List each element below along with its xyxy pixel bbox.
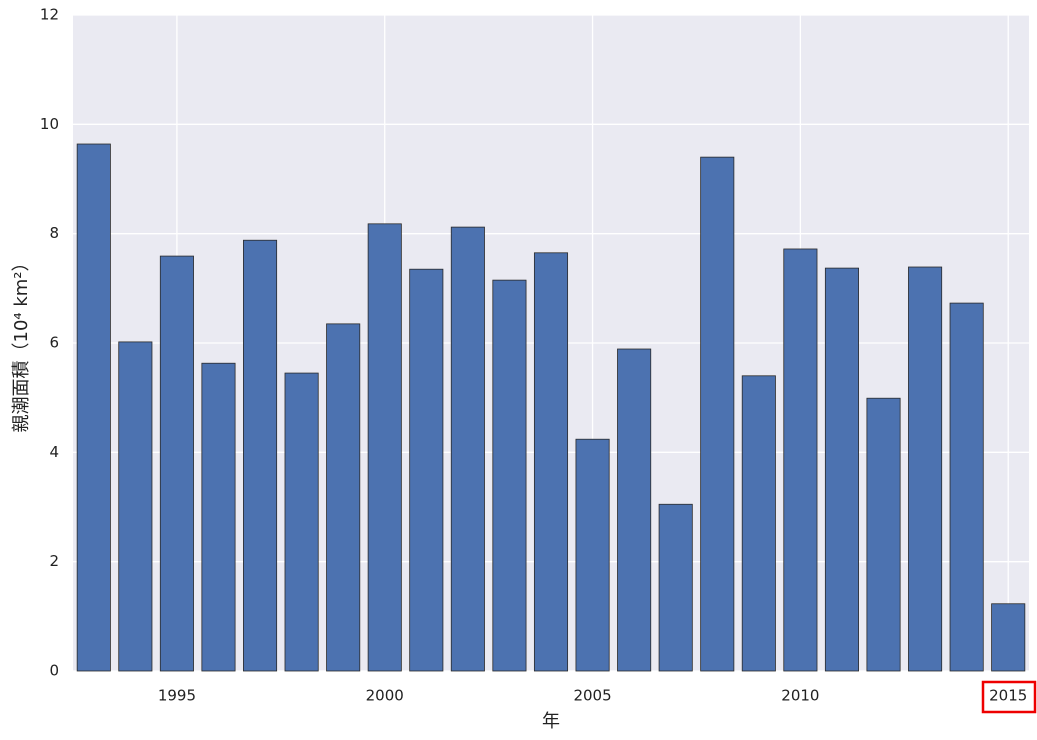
y-tick-label: 10 — [40, 115, 59, 133]
bar — [741, 375, 776, 672]
y-tick-label: 4 — [49, 443, 59, 461]
y-tick-label: 12 — [40, 6, 59, 24]
highlight-box — [981, 680, 1037, 714]
x-tick-label: 2015 — [989, 687, 1027, 705]
bar — [700, 156, 735, 672]
y-tick-label: 0 — [49, 662, 59, 680]
x-tick-label: 1995 — [158, 687, 196, 705]
bar — [991, 603, 1026, 672]
bar — [284, 372, 319, 672]
bar — [949, 302, 984, 672]
bar — [824, 267, 859, 672]
x-tick-label: 2010 — [781, 687, 819, 705]
bar — [492, 279, 527, 672]
bar — [201, 362, 236, 672]
bar — [450, 226, 485, 672]
bar — [866, 397, 901, 672]
bar — [118, 341, 153, 672]
bars — [76, 143, 1026, 672]
x-axis-label: 年 — [542, 711, 560, 732]
bar — [908, 266, 943, 672]
x-tick-label: 2000 — [366, 687, 404, 705]
bar — [409, 268, 444, 672]
bar — [243, 239, 278, 672]
y-tick-label: 6 — [49, 334, 59, 352]
bar — [367, 223, 402, 672]
bar — [575, 438, 610, 672]
bar — [533, 252, 569, 672]
y-axis-label: 親潮面積（10⁴ km²） — [11, 253, 32, 432]
bar — [617, 348, 652, 672]
bar — [326, 323, 361, 672]
x-tick-label: 2005 — [573, 687, 611, 705]
bar — [783, 248, 818, 672]
bar — [159, 255, 194, 672]
bar — [76, 143, 111, 672]
y-tick-label: 2 — [49, 552, 59, 570]
y-tick-label: 8 — [49, 224, 59, 242]
bar — [658, 503, 693, 672]
